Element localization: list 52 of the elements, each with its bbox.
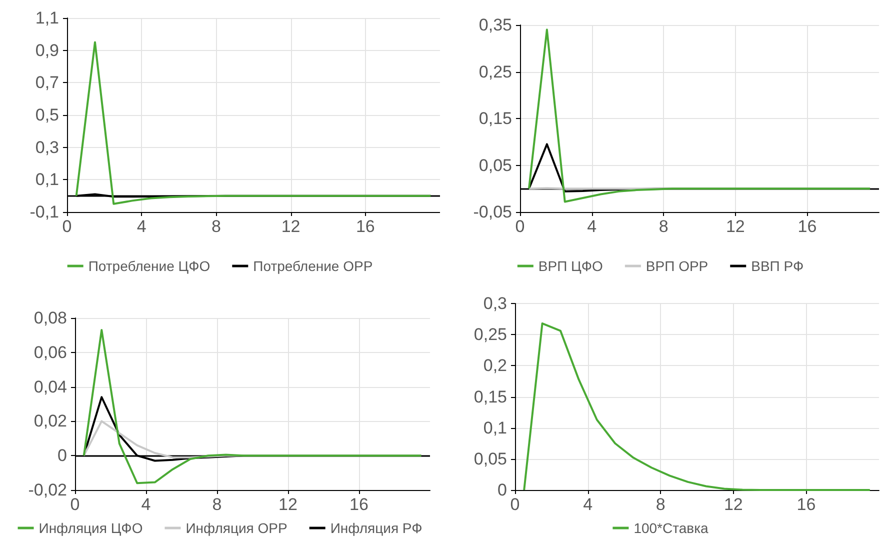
y-tick-label: -0,05 xyxy=(473,202,512,222)
legend-label: Потребление ЦФО xyxy=(88,258,210,274)
y-tick-label: 0,08 xyxy=(34,308,67,328)
y-tick-label: 0 xyxy=(498,480,507,500)
y-tick-label: 0,25 xyxy=(478,62,512,82)
y-tick-label: 0,1 xyxy=(483,418,507,438)
x-tick-label: 16 xyxy=(796,495,816,514)
legend-label: Инфляция РФ xyxy=(330,520,422,536)
x-tick-label: 8 xyxy=(211,217,221,236)
y-tick-label: 0,3 xyxy=(483,294,507,313)
legend-label: Инфляция ЦФО xyxy=(38,520,143,536)
y-tick-label: 0,2 xyxy=(483,356,507,376)
y-tick-label: 0,06 xyxy=(34,342,67,362)
x-tick-label: 8 xyxy=(212,495,222,514)
legend-label: ВВП РФ xyxy=(751,258,804,274)
y-tick-label: 0,3 xyxy=(35,138,59,157)
y-tick-label: 0,15 xyxy=(474,387,507,406)
x-tick-label: 4 xyxy=(136,217,146,236)
legend-label: ВРП ОРР xyxy=(646,258,708,274)
x-tick-label: 8 xyxy=(658,217,668,236)
y-tick-label: 0,05 xyxy=(474,449,507,468)
y-tick-label: -0,02 xyxy=(28,480,67,500)
x-tick-label: 12 xyxy=(278,495,298,514)
y-tick-label: 0,35 xyxy=(478,16,512,34)
y-tick-label: 0,9 xyxy=(35,40,59,60)
x-tick-label: 0 xyxy=(70,495,80,514)
y-tick-label: 0,5 xyxy=(35,106,59,124)
legend-label: Инфляция ОРР xyxy=(186,520,288,536)
legend-label: Потребление ОРР xyxy=(253,258,373,274)
y-tick-label: 0,05 xyxy=(478,156,512,175)
x-tick-label: 12 xyxy=(281,217,300,236)
x-tick-label: 4 xyxy=(583,495,593,514)
y-tick-label: -0,1 xyxy=(30,202,59,222)
x-tick-label: 4 xyxy=(587,217,597,236)
x-tick-label: 16 xyxy=(798,217,817,236)
y-tick-label: 0,7 xyxy=(35,73,59,92)
y-tick-label: 0,04 xyxy=(34,377,67,396)
x-tick-label: 16 xyxy=(350,495,368,514)
x-tick-label: 4 xyxy=(141,495,151,514)
y-tick-label: 0,25 xyxy=(474,325,507,344)
y-tick-label: 0,1 xyxy=(35,170,59,190)
x-tick-label: 8 xyxy=(656,495,666,514)
y-tick-label: 0 xyxy=(58,446,67,466)
x-tick-label: 0 xyxy=(515,217,525,236)
legend-label: 100*Ставка xyxy=(634,520,709,536)
x-tick-label: 12 xyxy=(724,495,743,514)
y-tick-label: 0,15 xyxy=(478,109,512,128)
legend-label: ВРП ЦФО xyxy=(538,258,604,274)
y-tick-label: 1,1 xyxy=(35,8,59,28)
y-tick-label: 0,02 xyxy=(34,412,67,431)
x-tick-label: 16 xyxy=(356,217,375,236)
x-tick-label: 12 xyxy=(726,217,745,236)
